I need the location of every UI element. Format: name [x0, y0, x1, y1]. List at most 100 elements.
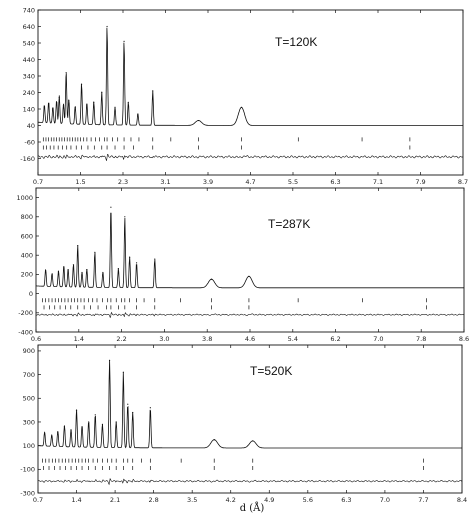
y-tick-label: 1000 [16, 194, 33, 202]
x-tick-label: 7.8 [416, 335, 426, 343]
temperature-label: T=120K [275, 35, 317, 49]
x-tick-label: 5.6 [303, 496, 313, 504]
peak-point [101, 91, 103, 94]
x-tick-label: 8.4 [457, 496, 467, 504]
temperature-label: T=287K [268, 217, 310, 231]
y-tick-label: 240 [23, 89, 35, 97]
peak-point [108, 359, 111, 361]
peak-point [81, 426, 83, 428]
peak-point [72, 264, 75, 266]
chart-panel-2: 0.6 1.4 2.2 3.0 3.8 4.6 5.4 6.2 7.0 7.8 8.6 1000 800… [16, 187, 469, 343]
peak-point [45, 269, 47, 272]
y-tick-label: 500 [23, 395, 35, 403]
peak-point [88, 421, 90, 423]
y-tick-label: 600 [21, 232, 33, 240]
x-tick-label: 2.8 [148, 496, 158, 504]
x-tick-label: 1.4 [71, 496, 81, 504]
peak-point [94, 251, 96, 253]
x-tick-label: 7.0 [373, 335, 383, 343]
peak-point [81, 271, 83, 274]
x-tick-label: 6.3 [330, 178, 340, 186]
y-tick-label: 540 [23, 39, 35, 47]
x-tick-label: 5.5 [288, 178, 298, 186]
y-tick-label: 340 [23, 72, 35, 80]
y-tick-label: 40 [27, 122, 35, 130]
peak-point [110, 206, 112, 208]
peak-point [101, 423, 104, 425]
peak-point [117, 268, 119, 270]
difference-curve-line [37, 154, 464, 161]
peak-point [68, 100, 70, 102]
peak-point [65, 72, 67, 74]
peak-point [132, 411, 134, 414]
peak-point [51, 435, 53, 437]
x-tick-label: 1.5 [75, 178, 85, 186]
y-tick-label: -60 [24, 138, 35, 146]
peak-point [80, 83, 83, 85]
peak-point [94, 414, 96, 416]
peak-point [63, 426, 66, 428]
x-tick-label: 0.7 [33, 178, 43, 186]
x-tick-label: 7.1 [373, 178, 383, 186]
peak-point [58, 96, 60, 99]
y-tick-label: -300 [20, 489, 35, 497]
x-tick-label: 7.0 [380, 496, 390, 504]
peak-point [149, 407, 151, 409]
observed-profile-line [36, 212, 464, 289]
peak-point [127, 101, 129, 103]
peak-point [51, 273, 53, 275]
x-tick-label: 0.6 [31, 335, 41, 343]
difference-curve-line [37, 477, 463, 486]
x-axis-title: d (Å) [240, 502, 265, 514]
peak-point [135, 262, 138, 264]
peak-point [44, 433, 46, 435]
y-tick-label: 900 [23, 347, 35, 355]
x-tick-label: 4.2 [226, 496, 236, 504]
peak-point [70, 429, 72, 431]
peak-point [154, 258, 156, 260]
plot-frame [37, 344, 463, 494]
chart-panel-3: 0.7 1.4 2.1 2.8 3.5 4.2 4.9 5.6 6.3 7.0 7.7 8.4 900 7… [20, 344, 467, 504]
peak-point [77, 245, 79, 247]
peak-point [248, 275, 250, 277]
peak-point [123, 40, 125, 42]
x-tick-label: 0.7 [33, 496, 43, 504]
y-tick-label: 640 [23, 23, 35, 31]
peak-point [127, 403, 129, 405]
x-tick-label: 8.7 [458, 178, 468, 186]
peak-point [129, 256, 131, 258]
peak-point [67, 269, 69, 271]
y-tick-label: 740 [23, 6, 35, 14]
y-tick-label: 700 [23, 371, 35, 379]
x-tick-label: 3.9 [203, 178, 213, 186]
y-tick-label: 0 [29, 290, 33, 298]
peak-point [197, 119, 200, 122]
peak-point [52, 108, 54, 110]
peak-point [63, 266, 65, 268]
x-tick-label: 6.2 [330, 335, 340, 343]
y-tick-label: 800 [21, 213, 33, 221]
peak-point [240, 106, 243, 108]
peak-point [122, 371, 124, 373]
y-tick-label: -160 [20, 155, 35, 163]
peak-point [137, 113, 139, 115]
y-tick-label: 440 [23, 56, 35, 64]
x-tick-label: 7.7 [418, 496, 428, 504]
x-tick-label: 2.3 [118, 178, 128, 186]
x-tick-label: 8.6 [459, 335, 469, 343]
peak-point [114, 106, 116, 108]
y-tick-label: -400 [18, 328, 33, 336]
y-tick-label: -100 [20, 466, 35, 474]
peak-point [62, 105, 65, 107]
x-tick-label: 2.2 [116, 335, 126, 343]
peak-point [152, 90, 154, 92]
peak-point [213, 439, 215, 441]
plot-frame [35, 187, 465, 333]
peak-point [86, 103, 88, 105]
x-tick-label: 7.9 [415, 178, 425, 186]
y-tick-label: 100 [23, 442, 35, 450]
y-tick-label: 300 [23, 418, 35, 426]
y-tick-label: 140 [23, 105, 35, 113]
x-tick-label: 3.8 [202, 335, 212, 343]
